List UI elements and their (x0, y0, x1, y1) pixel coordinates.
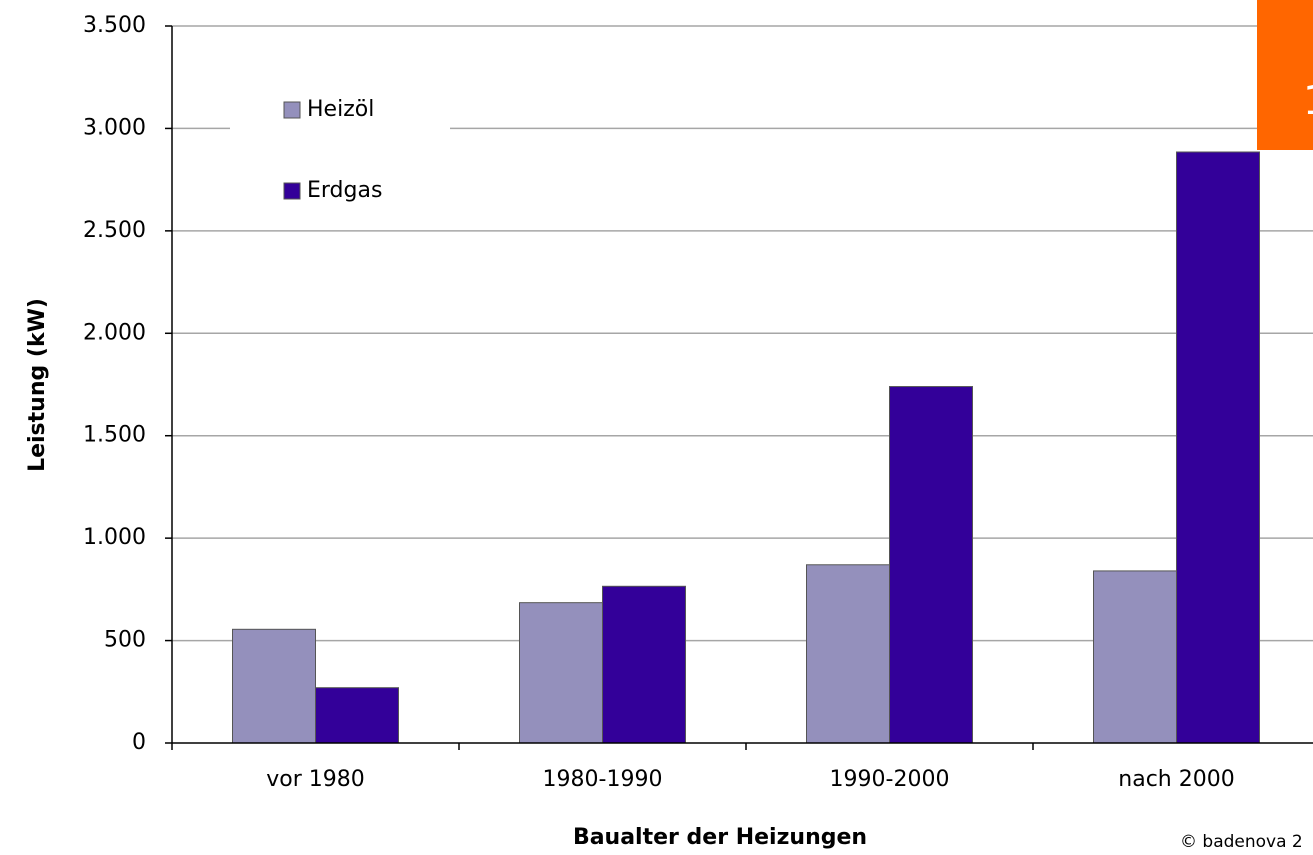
legend-label: Heizöl (307, 97, 374, 122)
legend-label: Erdgas (307, 178, 382, 203)
y-tick-label: 0 (132, 730, 146, 755)
x-tick-label: 1980-1990 (543, 767, 663, 792)
y-tick-label: 2.500 (83, 218, 146, 243)
y-tick-label: 2.000 (83, 320, 146, 345)
y-tick-label: 3.000 (83, 115, 146, 140)
y-tick-label: 3.500 (83, 13, 146, 38)
x-tick-label: 1990-2000 (830, 767, 950, 792)
bar (315, 687, 399, 744)
legend-box (230, 82, 450, 217)
bar (889, 386, 973, 744)
y-tick-label: 1.500 (83, 423, 146, 448)
bar (1176, 151, 1260, 744)
bar (806, 564, 890, 744)
badge-text: 1 (1303, 78, 1313, 124)
y-tick-label: 1.000 (83, 525, 146, 550)
badge (1257, 0, 1313, 150)
x-tick-label: vor 1980 (266, 767, 365, 792)
bar (232, 628, 316, 744)
x-tick-label: nach 2000 (1118, 767, 1234, 792)
bar (519, 602, 603, 744)
legend-swatch (283, 182, 301, 200)
legend-swatch (283, 101, 301, 119)
x-axis-title: Baualter der Heizungen (573, 825, 867, 850)
y-axis-title: Leistung (kW) (25, 298, 50, 472)
bar (1093, 570, 1177, 744)
bar (602, 585, 686, 744)
copyright: © badenova 2 (1180, 832, 1303, 852)
y-tick-label: 500 (104, 628, 146, 653)
